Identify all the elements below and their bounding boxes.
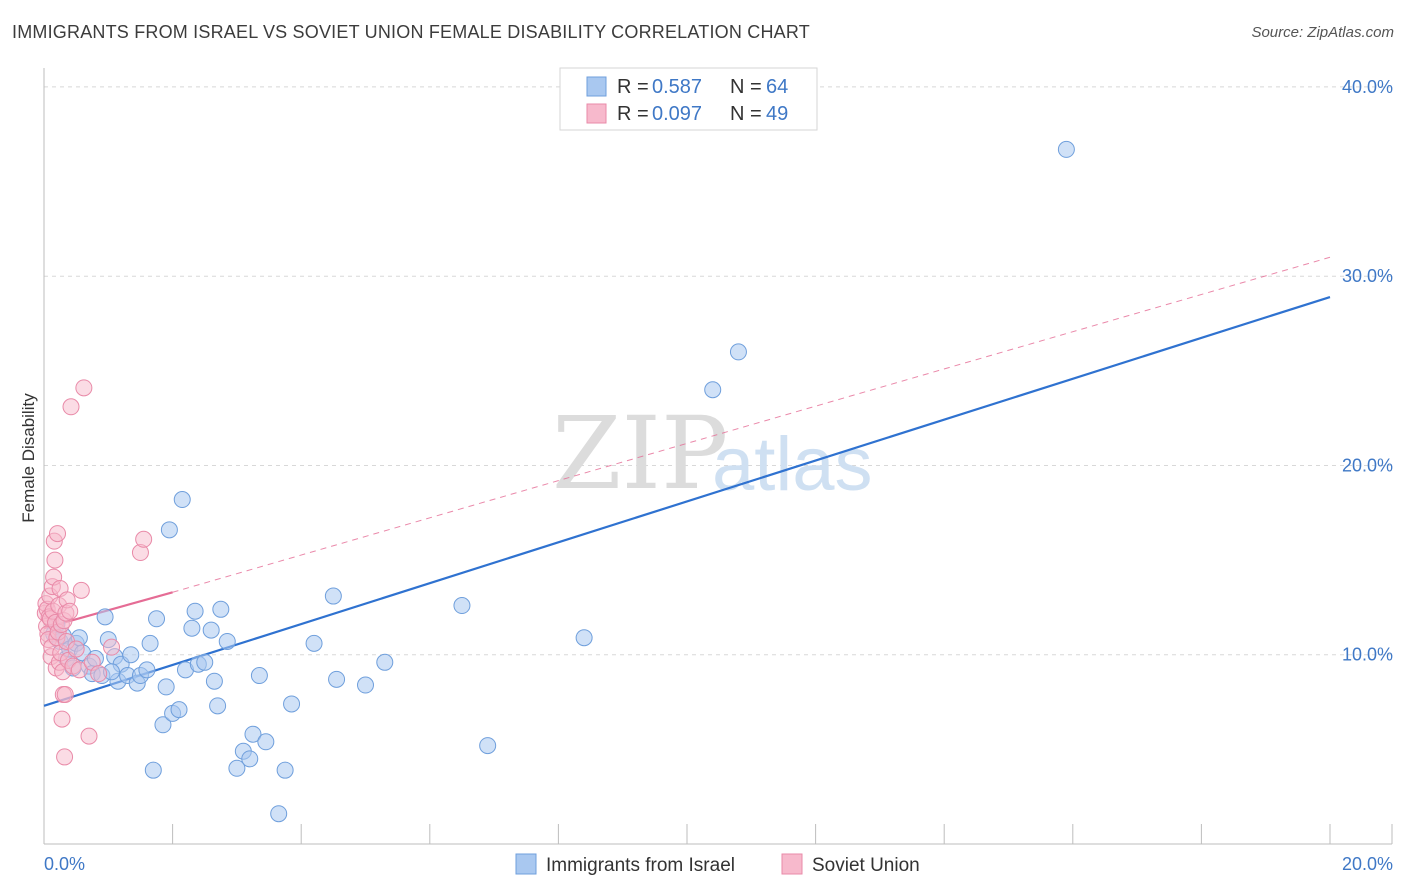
israel-point xyxy=(183,619,201,637)
israel-point xyxy=(250,667,268,685)
israel-point xyxy=(186,602,204,620)
israel-point xyxy=(376,653,394,671)
chart-source: Source: ZipAtlas.com xyxy=(1251,24,1394,41)
legend-r-value-soviet: 0.097 xyxy=(652,103,702,125)
chart-title: IMMIGRANTS FROM ISRAEL VS SOVIET UNION F… xyxy=(12,22,810,42)
bottom-legend-label-soviet: Soviet Union xyxy=(812,855,920,876)
israel-point xyxy=(453,597,471,615)
israel-point xyxy=(173,491,191,509)
soviet-point xyxy=(49,525,67,543)
soviet-point xyxy=(62,398,80,416)
israel-point xyxy=(157,678,175,696)
israel-point xyxy=(479,737,497,755)
soviet-point xyxy=(75,379,93,397)
soviet-point xyxy=(80,727,98,745)
x-tick-label-max: 20.0% xyxy=(1342,854,1393,874)
legend-swatch-israel xyxy=(586,76,607,97)
legend-r-label-israel: R = xyxy=(617,76,649,98)
gridlines xyxy=(44,86,1392,656)
israel-point xyxy=(170,701,188,719)
israel-point xyxy=(122,646,140,664)
y-axis-label: Female Disability xyxy=(19,393,38,523)
israel-point xyxy=(138,661,156,679)
soviet-point xyxy=(53,710,71,728)
israel-point xyxy=(148,610,166,628)
soviet-point xyxy=(70,661,88,679)
israel-point xyxy=(202,621,220,639)
soviet-point xyxy=(90,665,108,683)
israel-point xyxy=(209,697,227,715)
israel-point xyxy=(218,632,236,650)
israel-point xyxy=(575,629,593,647)
y-tick-label: 20.0% xyxy=(1342,455,1393,475)
israel-point xyxy=(283,695,301,713)
israel-point xyxy=(729,343,747,361)
bottom-legend-swatch-israel xyxy=(515,853,537,875)
israel-point xyxy=(328,670,346,688)
legend-r-label-soviet: R = xyxy=(617,103,649,125)
israel-point xyxy=(154,716,172,734)
axes xyxy=(43,68,1393,845)
watermark-zip: ZIP xyxy=(552,395,728,512)
bottom-legend-label-israel: Immigrants from Israel xyxy=(546,855,735,876)
israel-point xyxy=(96,608,114,626)
bottom-legend: Immigrants from Israel Soviet Union xyxy=(515,853,920,876)
soviet-point xyxy=(56,685,74,703)
legend-r-value-israel: 0.587 xyxy=(652,76,702,98)
soviet-point xyxy=(72,581,90,599)
bottom-legend-swatch-soviet xyxy=(781,853,803,875)
israel-point xyxy=(141,634,159,652)
soviet-point xyxy=(67,640,85,658)
israel-point xyxy=(241,750,259,768)
legend-n-label-soviet: N = xyxy=(730,103,762,125)
y-tick-label: 10.0% xyxy=(1342,645,1393,665)
israel-point xyxy=(228,759,246,777)
soviet-point xyxy=(56,748,74,766)
soviet-point xyxy=(135,530,153,548)
watermark: ZIP atlas xyxy=(552,395,873,512)
israel-point xyxy=(704,381,722,399)
israel-point xyxy=(144,761,162,779)
soviet-point xyxy=(61,602,79,620)
y-tick-label: 30.0% xyxy=(1342,266,1393,286)
soviet-point xyxy=(46,551,64,569)
soviet-points xyxy=(36,379,153,766)
soviet-point xyxy=(103,638,121,656)
israel-point xyxy=(212,600,230,618)
israel-point xyxy=(357,676,374,694)
y-tick-labels: 10.0% 20.0% 30.0% 40.0% xyxy=(1342,77,1393,665)
x-tick-label-min: 0.0% xyxy=(44,854,85,874)
legend-swatch-soviet xyxy=(586,103,607,124)
israel-point xyxy=(244,725,262,743)
legend-n-value-israel: 64 xyxy=(766,76,788,98)
legend-n-value-soviet: 49 xyxy=(766,103,788,125)
legend-n-label-israel: N = xyxy=(730,76,762,98)
watermark-atlas: atlas xyxy=(712,422,873,507)
israel-point xyxy=(276,761,294,779)
y-tick-label: 40.0% xyxy=(1342,77,1393,97)
trend-line-israel xyxy=(43,295,1331,707)
israel-point xyxy=(1057,140,1075,158)
israel-point xyxy=(324,587,342,605)
legend: R = 0.587 N = 64 R = 0.097 N = 49 xyxy=(559,67,818,131)
israel-point xyxy=(257,733,275,751)
israel-point xyxy=(196,653,214,671)
israel-point xyxy=(160,521,178,539)
trend-line-soviet-extended xyxy=(172,256,1331,593)
israel-point xyxy=(305,634,323,652)
israel-point xyxy=(205,672,223,690)
israel-point xyxy=(270,805,288,823)
x-tick-labels: 0.0% 20.0% xyxy=(44,854,1393,874)
